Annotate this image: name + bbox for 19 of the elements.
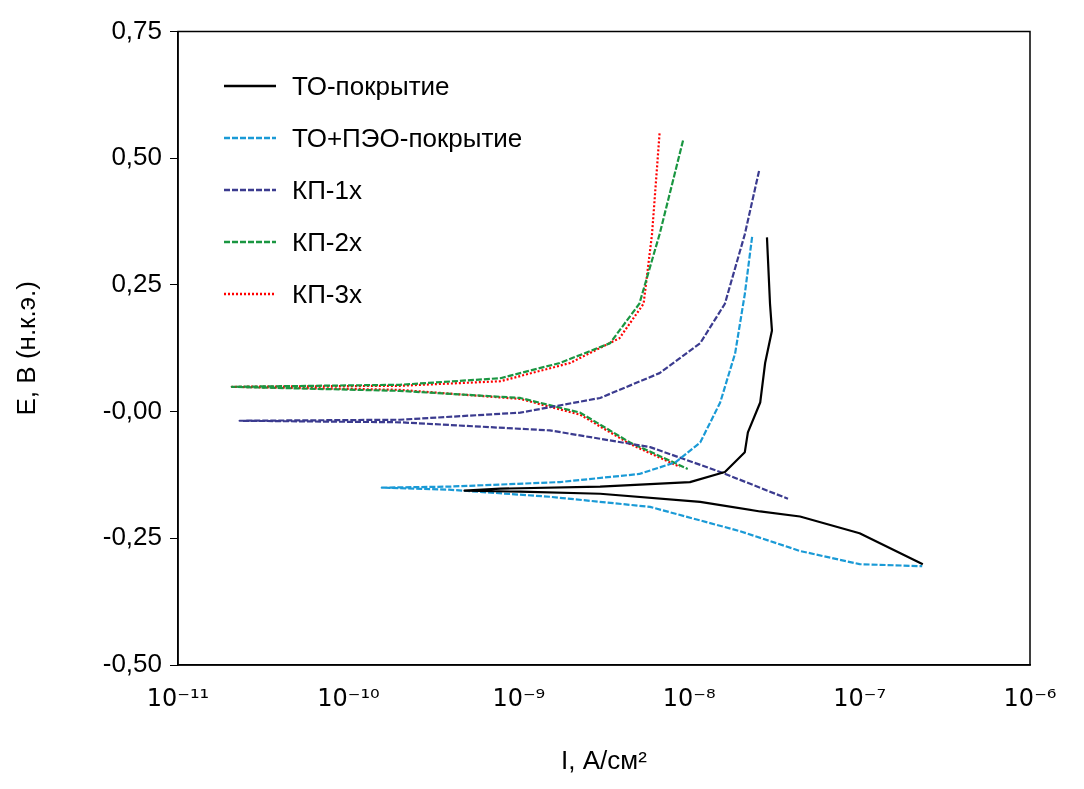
x-tick-label: 10⁻⁹: [492, 683, 546, 712]
y-tick-label: -0,25: [102, 521, 162, 552]
y-tick-label: 0,50: [111, 141, 162, 172]
x-axis-title: I, А/см²: [561, 744, 648, 775]
legend-label: ТО-покрытие: [292, 70, 450, 102]
y-tick-label: -0,50: [102, 648, 162, 679]
legend-label: КП-2х: [292, 226, 362, 258]
x-tick-label: 10⁻⁷: [833, 683, 887, 712]
legend-label: КП-1х: [292, 174, 362, 206]
y-tick-label: 0,25: [111, 268, 162, 299]
x-tick-label: 10⁻⁶: [1003, 683, 1057, 712]
y-tick-label: -0,00: [102, 394, 162, 425]
x-tick-label: 10⁻⁸: [662, 683, 716, 712]
y-tick-label: 0,75: [111, 14, 162, 45]
x-tick-label: 10⁻¹⁰: [317, 683, 380, 712]
legend-label: ТО+ПЭО-покрытие: [292, 122, 523, 154]
y-axis-title: E, В (н.к.э.): [10, 281, 41, 416]
x-tick-label: 10⁻¹¹: [146, 683, 210, 712]
legend-label: КП-3х: [292, 278, 362, 310]
